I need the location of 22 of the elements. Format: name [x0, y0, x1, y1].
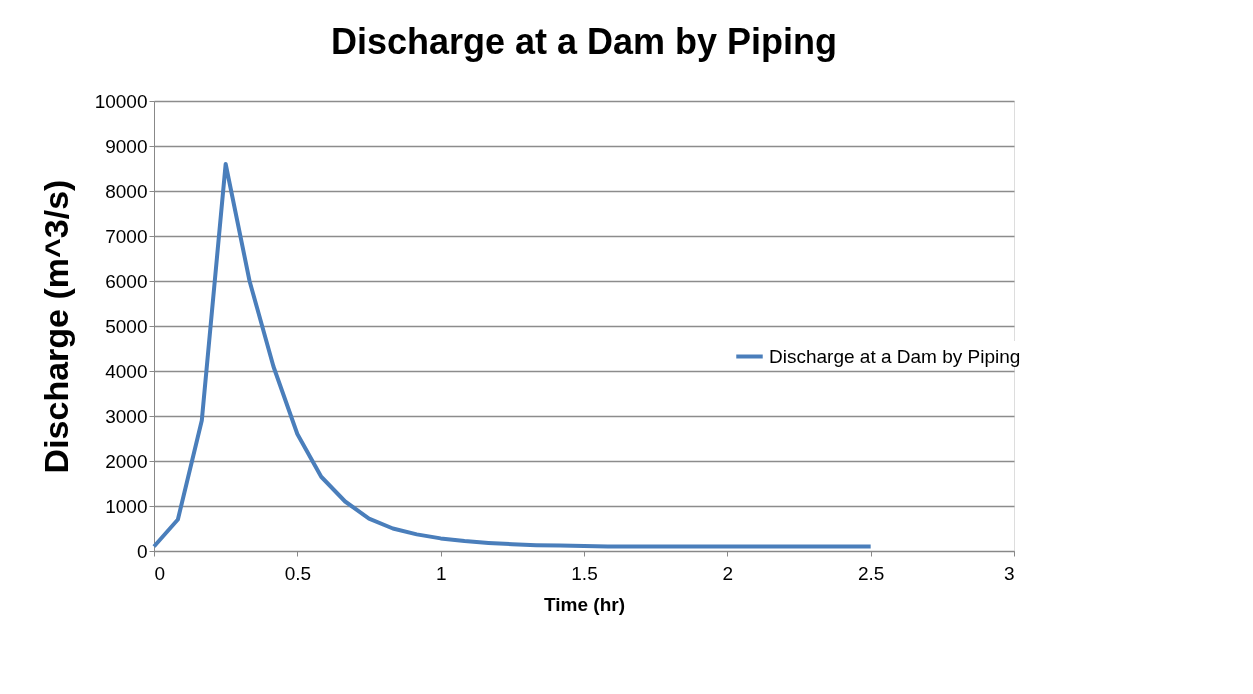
chart-title: Discharge at a Dam by Piping [330, 21, 838, 62]
x-tick-label: 1.5 [571, 562, 598, 584]
x-tick-label: 0 [154, 562, 166, 584]
x-axis-title: Time (hr) [544, 593, 625, 615]
y-tick-label: 10000 [94, 90, 148, 112]
y-tick-label: 0 [136, 540, 148, 562]
y-tick-label: 5000 [105, 315, 148, 337]
y-tick-label: 9000 [105, 135, 148, 157]
y-tick-label: 3000 [105, 405, 148, 427]
y-tick-label: 1000 [105, 495, 148, 517]
y-tick-label: 2000 [105, 450, 148, 472]
y-tick-label: 6000 [105, 270, 148, 292]
x-tick-label: 2 [722, 562, 734, 584]
legend-label: Discharge at a Dam by Piping [769, 345, 1021, 367]
y-tick-label: 4000 [105, 360, 148, 382]
y-tick-label: 7000 [105, 225, 148, 247]
y-tick-label: 8000 [105, 180, 148, 202]
x-tick-label: 0.5 [284, 562, 312, 584]
x-tick-label: 2.5 [857, 562, 885, 584]
x-tick-label: 1 [435, 562, 447, 584]
x-tick-label: 3 [1003, 562, 1015, 584]
y-axis-title: Discharge (m^3/s) [36, 179, 75, 474]
